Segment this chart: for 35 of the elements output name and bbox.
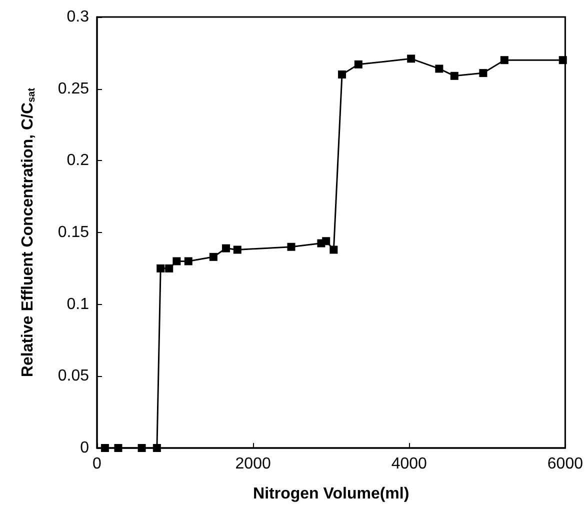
- point: [287, 242, 296, 251]
- point: [156, 264, 165, 272]
- point: [500, 56, 508, 64]
- point: [354, 60, 362, 68]
- point: [450, 72, 458, 80]
- point: [479, 69, 488, 78]
- point: [407, 54, 416, 63]
- point: [209, 252, 218, 261]
- x-tick-label: 4000: [391, 456, 428, 472]
- point: [330, 246, 338, 254]
- x-tick-label: 2000: [235, 456, 271, 472]
- y-tick-label: 0.3: [66, 8, 90, 26]
- x-tick-label: 0: [92, 456, 102, 472]
- point: [100, 444, 109, 452]
- y-tick-label: 0.05: [58, 368, 90, 385]
- point: [114, 444, 122, 452]
- point: [558, 56, 567, 64]
- x-axis-title: Nitrogen Volume(ml): [253, 486, 410, 502]
- point: [172, 257, 181, 266]
- point: [152, 444, 161, 452]
- y-tick-label: 0.15: [58, 224, 90, 241]
- x-tick-label: 6000: [547, 456, 584, 472]
- point: [138, 444, 146, 452]
- point: [165, 264, 174, 272]
- y-tick-label: 0.2: [66, 152, 90, 170]
- point: [233, 246, 242, 254]
- point: [322, 237, 330, 246]
- point: [184, 257, 192, 266]
- point: [222, 244, 230, 252]
- point: [435, 64, 444, 73]
- y-tick-label: 0: [80, 440, 90, 456]
- y-tick-label: 0.25: [58, 80, 90, 98]
- point: [338, 70, 346, 78]
- y-tick-label: 0.1: [66, 296, 90, 313]
- y-axis-title: Relative Effluent Concentration, C/Csat: [20, 87, 38, 378]
